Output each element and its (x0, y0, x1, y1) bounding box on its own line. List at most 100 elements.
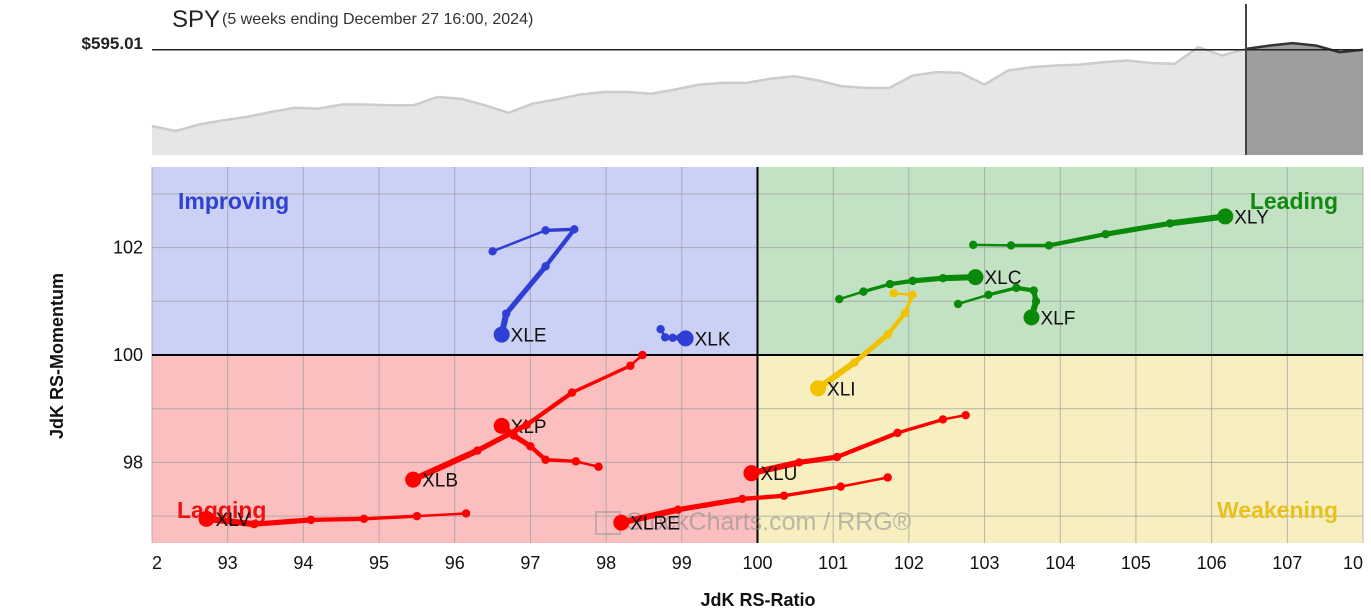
tail-head-point[interactable] (1023, 309, 1040, 326)
tail-segment (851, 331, 891, 366)
y-tick-label: 102 (113, 238, 143, 258)
tail-point (1101, 229, 1110, 239)
tail-segment (1103, 220, 1173, 237)
tail-point (1031, 297, 1041, 306)
tail-point (908, 290, 917, 300)
tail-point (938, 415, 948, 424)
tail-point (938, 273, 948, 283)
tail-segment (748, 459, 803, 477)
tail-point (594, 462, 603, 471)
tail-segment (861, 282, 892, 294)
tail-point (306, 515, 316, 525)
spy-price-label: $595.01 (82, 34, 143, 53)
tail-point (473, 446, 482, 455)
tail-segment (543, 227, 577, 269)
tail-segment (885, 310, 908, 337)
rrg-tick-labels: 2 93 94 95 96 97 98 99 100 101 102 103 104 105 106 107 1… (113, 238, 1363, 573)
y-tick-label: 100 (113, 345, 143, 365)
x-tick-label: 103 (970, 553, 1000, 573)
x-tick-label: 105 (1121, 553, 1151, 573)
spy-forward-line (1245, 41, 1364, 54)
tail-segment (834, 430, 900, 460)
tail-segment (491, 229, 547, 253)
tail-point (883, 330, 892, 339)
tail-point (461, 509, 471, 518)
tail-segment (675, 496, 745, 513)
tail-point (570, 225, 579, 234)
tail-point (883, 473, 892, 482)
tail-head-point[interactable] (743, 465, 760, 482)
tail-head-point[interactable] (677, 330, 694, 347)
tail-point (832, 452, 842, 462)
tail-segment (796, 454, 840, 466)
tail-segment (956, 293, 990, 306)
tail-head-point[interactable] (493, 326, 510, 343)
tail-point (859, 287, 868, 296)
tail-head-point[interactable] (493, 417, 510, 434)
tail-label: XLI (827, 379, 856, 400)
tail-xly[interactable]: XLY (969, 207, 1269, 250)
spy-price-panel: SPY (5 weeks ending December 27 16:00, 2… (82, 4, 1364, 156)
x-tick-label: 95 (369, 553, 389, 573)
tail-point (908, 276, 917, 286)
tail-xli[interactable]: XLI (810, 289, 917, 400)
tail-xlu[interactable]: XLU (743, 410, 970, 485)
tail-label: XLB (422, 471, 458, 492)
quadrant-label-leading: Leading (1250, 188, 1338, 214)
tail-xlv[interactable]: XLV (198, 509, 471, 531)
tail-point (571, 457, 581, 466)
tail-xlk[interactable]: XLK (656, 325, 731, 350)
tail-label: XLK (695, 329, 731, 350)
tail-point (359, 514, 369, 524)
tail-point (885, 279, 895, 289)
tail-point (889, 289, 898, 298)
quadrant-label-improving: Improving (178, 188, 289, 214)
x-tick-label: 106 (1197, 553, 1227, 573)
tail-point (541, 226, 550, 235)
tail-segment (503, 263, 549, 317)
tail-point (1044, 241, 1054, 250)
x-tick-label: 104 (1045, 553, 1075, 573)
tail-xle[interactable]: XLE (488, 225, 579, 347)
tail-point (541, 455, 550, 464)
tail-segment (410, 447, 481, 483)
tail-head-point[interactable] (198, 510, 215, 527)
tail-label: XLE (511, 326, 547, 347)
tail-xlb[interactable]: XLB (405, 350, 647, 492)
tail-head-point[interactable] (1217, 208, 1234, 225)
tail-xlf[interactable]: XLF (953, 283, 1075, 330)
tail-head-point[interactable] (613, 514, 630, 531)
tail-segment (740, 493, 787, 502)
tail-point (738, 494, 747, 504)
tail-head-point[interactable] (810, 380, 827, 397)
y-tick-label: 98 (123, 452, 143, 472)
tail-point (1012, 283, 1021, 293)
tail-xlc[interactable]: XLC (835, 268, 1021, 304)
tail-point (567, 388, 577, 397)
tail-point (1165, 219, 1175, 228)
x-tick-label: 100 (742, 553, 772, 573)
tail-point (522, 420, 531, 430)
tail-head-point[interactable] (967, 269, 984, 286)
spy-period: (5 weeks ending December 27 16:00, 2024) (222, 11, 533, 28)
tail-segment (837, 290, 865, 301)
tail-point (836, 482, 845, 491)
x-tick-label: 107 (1272, 553, 1302, 573)
tail-point (660, 333, 670, 342)
x-tick-label: 94 (293, 553, 313, 573)
tail-head-point[interactable] (405, 471, 422, 488)
x-tick-label: 99 (672, 553, 692, 573)
tail-point (1029, 286, 1038, 295)
tail-segment (1166, 213, 1229, 227)
tail-xlre[interactable]: XLRE (613, 473, 892, 535)
tail-segment (570, 364, 633, 395)
tail-segment (308, 516, 367, 523)
tail-segment (986, 286, 1019, 297)
x-tick-label: 101 (818, 553, 848, 573)
tail-point (850, 358, 859, 367)
spy-symbol: SPY (172, 6, 220, 33)
x-tick-label: 10 (1343, 553, 1363, 573)
tail-label: XLRE (630, 514, 680, 535)
